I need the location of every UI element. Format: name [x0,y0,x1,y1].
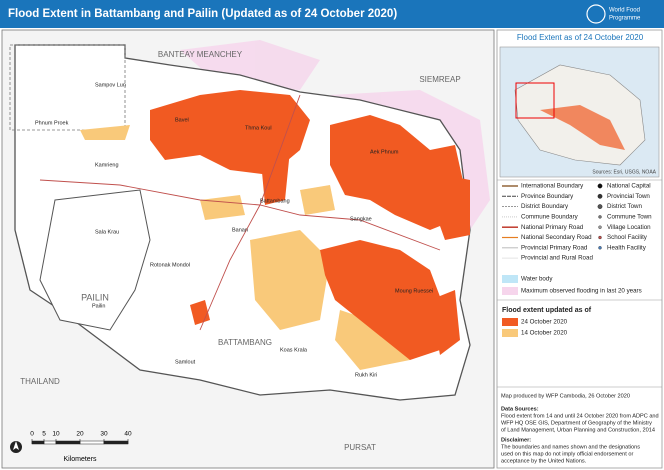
scale-segment [55,440,81,445]
town-label: Rotonak Mondol [150,262,190,268]
place-label: SIEMREAP [419,75,460,84]
legend-swatch [502,287,518,295]
scale-segment [79,440,105,445]
scale-segment [43,440,57,445]
scale-label: 10 [52,431,60,438]
scale-label: 0 [30,431,34,438]
scale-label: 30 [100,431,108,438]
legend-label: Commune Town [607,214,652,221]
place-label: BANTEAY MEANCHEY [158,50,243,59]
legend-heading: Flood extent updated as of [502,307,592,314]
place-label: BATTAMBANG [218,338,272,347]
legend: International Boundary Province Boundary D… [497,183,662,337]
scale-bar: 0 5 10 20 30 40 [30,431,132,445]
legend-symbol [597,193,603,199]
town-label: Pailin [92,303,105,309]
legend-label: Health Facility [607,244,647,251]
credit-heading: Disclaimer: [501,437,531,443]
roads [39,94,441,331]
logo-text: Programme [609,16,641,22]
legend-label: National Secondary Road [521,234,592,241]
town-label: Samlout [175,359,196,365]
scale-segment [31,440,45,445]
town-label: Phnum Proek [35,120,69,126]
legend-symbol [597,204,603,209]
scale-label: 20 [76,431,84,438]
legend-swatch [502,329,518,337]
credit-text: used on this map do not imply official e… [501,451,633,457]
legend-label: 14 October 2020 [521,330,568,337]
town-label: Bavel [175,117,189,123]
legend-symbol [598,225,602,229]
inset-frame [9,44,126,131]
credit-text: The boundaries and names shown and the d… [501,444,640,450]
credit-text: of Land Management, Urban Planning and C… [501,427,655,433]
town-label: Sampov Lun [95,82,126,88]
inset-flood [540,105,625,150]
town-label: Thma Koul [245,125,272,131]
credit-text: Map produced by WFP Cambodia, 26 October… [501,393,630,399]
town-label: Battambang [260,198,290,204]
legend-label: National Capital [607,183,651,190]
town-label: Rukh Kiri [355,372,377,378]
flood-14-oct [80,125,410,370]
legend-label: 24 October 2020 [521,319,568,326]
town-label: Sangkae [350,216,372,222]
header-bar [0,0,664,28]
legend-label: National Primary Road [521,224,584,231]
legend-label: District Boundary [521,203,569,210]
credit-heading: Data Sources: [501,406,539,412]
scale-segment [103,440,129,445]
flood-24-oct [150,90,470,360]
legend-symbol [597,183,603,189]
place-label: PURSAT [344,443,376,452]
legend-label: Province Boundary [521,193,574,200]
logo-text: World Food [609,8,640,14]
town-label: Moung Ruessei [395,288,433,294]
town-label: Kamrieng [95,162,119,168]
legend-label: Provincial Town [607,193,650,200]
legend-symbol [598,215,602,219]
credit-text: Flood extent from 14 and until 24 Octobe… [501,413,659,419]
legend-swatch [502,318,518,326]
town-label: Koas Krala [280,347,308,353]
legend-label: Provincial Primary Road [521,244,588,251]
legend-label: Water body [521,276,553,283]
north-arrow [10,441,22,453]
inset-extent [515,82,555,119]
legend-label: Commune Boundary [521,214,579,221]
legend-label: School Facility [607,234,648,241]
legend-label: District Town [607,203,643,210]
legend-symbol [598,235,602,240]
legend-symbol [598,246,602,250]
inset-source: Sources: Esri, USGS, NOAA [592,169,656,175]
legend-label: International Boundary [521,183,584,190]
place-label: PAILIN [81,292,109,302]
scale-label: 5 [42,431,46,438]
credit-text: WFP HQ OSE GIS, Department of Geography … [501,420,652,426]
scale-unit: Kilometers [63,456,97,463]
scale-label: 40 [124,431,132,438]
legend-swatch [502,275,518,283]
inset-title: Flood Extent as of 24 October 2020 [517,33,644,42]
pailin-boundary [39,189,151,331]
town-label: Banan [232,227,248,233]
legend-label: Maximum observed flooding in last 20 yea… [521,288,642,295]
credit-text: acceptance by the United Nations. [501,458,587,464]
title: Flood Extent in Battambang and Pailin (U… [8,8,397,20]
place-label: THAILAND [20,377,60,386]
town-label: Sala Krau [95,229,119,235]
legend-label: Provincial and Rural Road [521,255,593,262]
town-label: Aek Phnum [370,149,399,155]
logo-emblem [586,4,606,24]
legend-label: Village Location [607,224,651,231]
